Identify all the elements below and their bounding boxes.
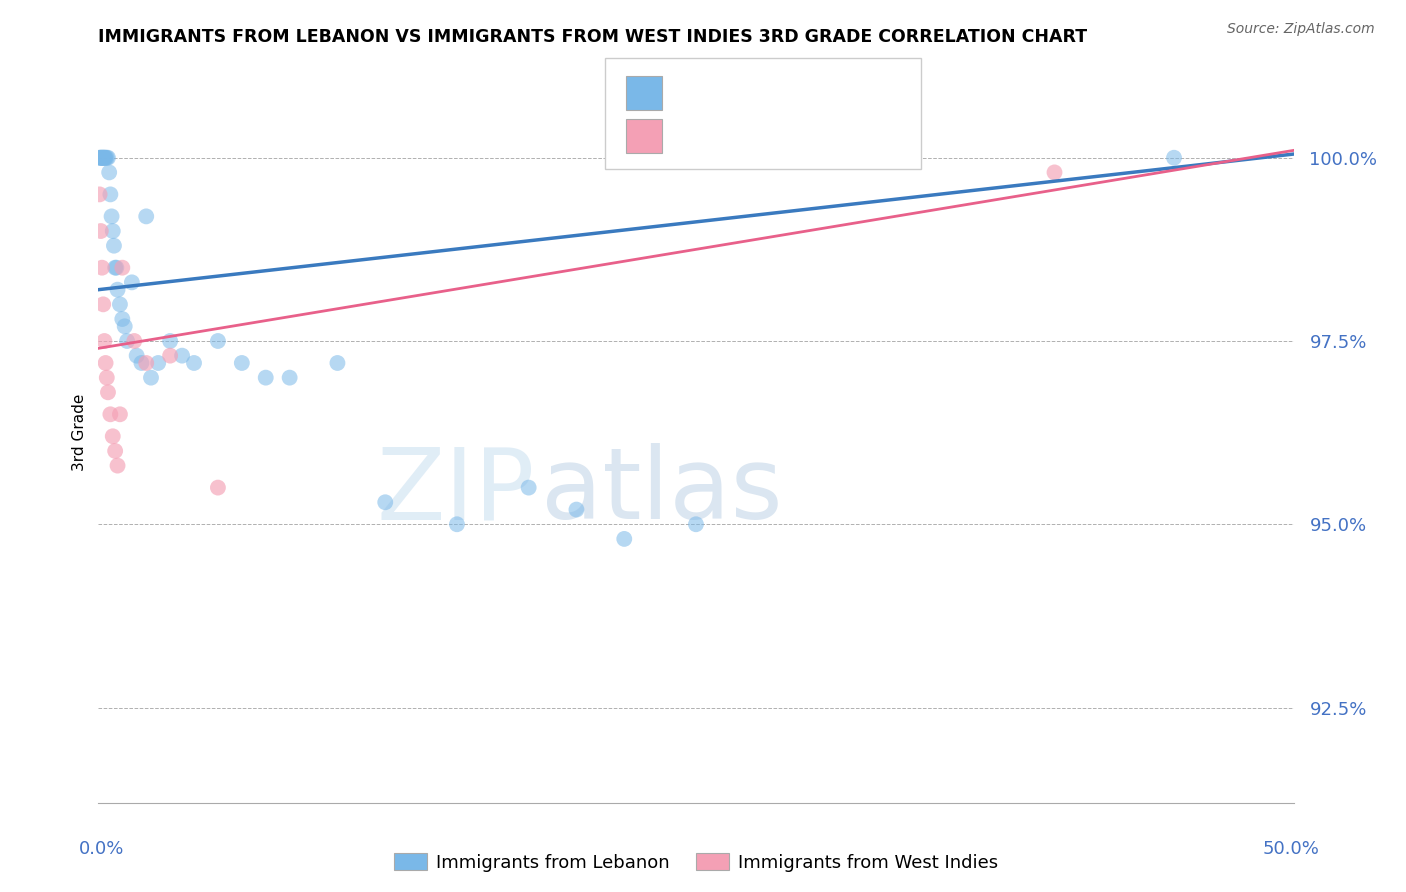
Point bbox=[108, 297, 131, 311]
Point bbox=[148, 356, 170, 370]
Point bbox=[91, 151, 114, 165]
Point bbox=[90, 224, 112, 238]
Text: 50.0%: 50.0% bbox=[1263, 840, 1319, 858]
Point bbox=[107, 458, 129, 473]
Point bbox=[98, 187, 122, 202]
Point bbox=[374, 495, 396, 509]
Point bbox=[108, 407, 131, 421]
Text: 0.0%: 0.0% bbox=[79, 840, 124, 858]
Point bbox=[159, 334, 181, 348]
Point bbox=[98, 407, 122, 421]
Point bbox=[517, 481, 540, 495]
Text: atlas: atlas bbox=[541, 443, 782, 541]
Point bbox=[96, 151, 118, 165]
Point bbox=[125, 349, 148, 363]
Point bbox=[107, 283, 129, 297]
Point bbox=[91, 151, 114, 165]
Point bbox=[254, 370, 277, 384]
Point bbox=[91, 151, 114, 165]
Point bbox=[565, 502, 588, 516]
Text: R =: R = bbox=[671, 127, 710, 145]
Text: 0.458: 0.458 bbox=[707, 127, 759, 145]
Point bbox=[115, 334, 138, 348]
Point bbox=[124, 334, 146, 348]
Point bbox=[207, 481, 229, 495]
Point bbox=[172, 349, 194, 363]
Point bbox=[114, 319, 136, 334]
Point bbox=[89, 151, 111, 165]
Point bbox=[100, 210, 122, 224]
Y-axis label: 3rd Grade: 3rd Grade bbox=[72, 394, 87, 471]
Point bbox=[103, 238, 125, 252]
Text: ZIP: ZIP bbox=[377, 443, 534, 541]
Point bbox=[111, 312, 134, 326]
Point bbox=[93, 151, 115, 165]
Text: 19: 19 bbox=[792, 127, 814, 145]
Point bbox=[159, 349, 181, 363]
Point bbox=[94, 151, 117, 165]
Point bbox=[89, 187, 111, 202]
Point bbox=[685, 517, 707, 532]
Point bbox=[105, 260, 128, 275]
Point bbox=[135, 356, 157, 370]
Point bbox=[326, 356, 349, 370]
Point bbox=[231, 356, 253, 370]
Point bbox=[93, 334, 115, 348]
Point bbox=[89, 151, 111, 165]
Point bbox=[1163, 151, 1185, 165]
Point bbox=[101, 429, 124, 443]
Point bbox=[104, 444, 127, 458]
Point bbox=[94, 151, 117, 165]
Text: N =: N = bbox=[759, 84, 799, 102]
Text: Source: ZipAtlas.com: Source: ZipAtlas.com bbox=[1227, 22, 1375, 37]
Point bbox=[91, 260, 114, 275]
Point bbox=[90, 151, 112, 165]
Text: 51: 51 bbox=[792, 84, 814, 102]
Point bbox=[183, 356, 205, 370]
Point bbox=[97, 385, 120, 400]
Legend: Immigrants from Lebanon, Immigrants from West Indies: Immigrants from Lebanon, Immigrants from… bbox=[387, 847, 1005, 879]
Point bbox=[93, 151, 115, 165]
Text: 0.224: 0.224 bbox=[707, 84, 759, 102]
Point bbox=[104, 260, 127, 275]
Point bbox=[96, 370, 118, 384]
Point bbox=[278, 370, 301, 384]
Point bbox=[111, 260, 134, 275]
Point bbox=[139, 370, 162, 384]
Point bbox=[207, 334, 229, 348]
Point bbox=[135, 210, 157, 224]
Point bbox=[121, 276, 143, 290]
Point bbox=[91, 297, 114, 311]
Point bbox=[131, 356, 153, 370]
Point bbox=[1043, 165, 1066, 179]
Point bbox=[446, 517, 468, 532]
Point bbox=[101, 224, 124, 238]
Text: N =: N = bbox=[759, 127, 799, 145]
Point bbox=[90, 151, 112, 165]
Point bbox=[94, 356, 117, 370]
Point bbox=[613, 532, 636, 546]
Text: R =: R = bbox=[671, 84, 710, 102]
Text: IMMIGRANTS FROM LEBANON VS IMMIGRANTS FROM WEST INDIES 3RD GRADE CORRELATION CHA: IMMIGRANTS FROM LEBANON VS IMMIGRANTS FR… bbox=[98, 28, 1088, 45]
Point bbox=[98, 165, 121, 179]
Point bbox=[97, 151, 120, 165]
